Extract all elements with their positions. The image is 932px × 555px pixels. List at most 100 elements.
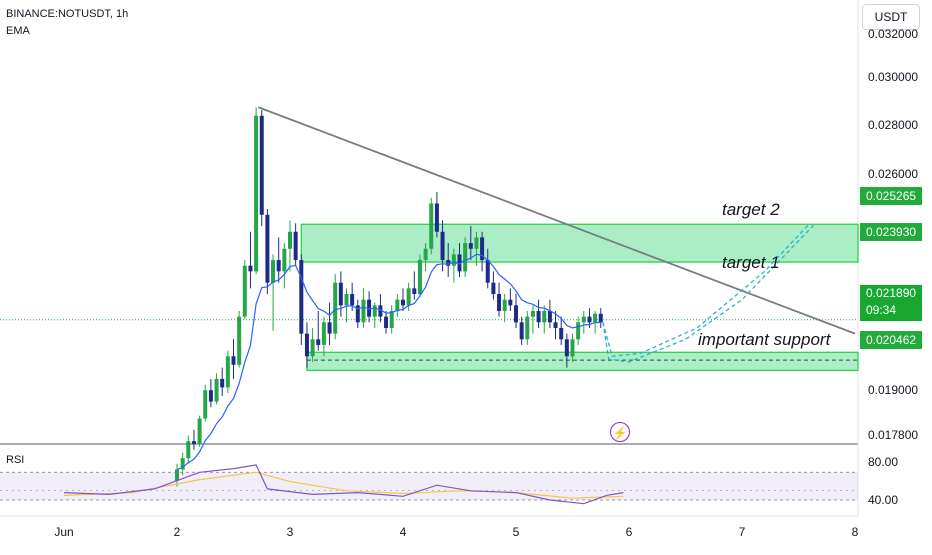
price-axis-label: 0.030000 [868, 70, 919, 84]
candle-body [321, 322, 326, 345]
candle-body [316, 339, 321, 345]
time-axis-label: 7 [738, 525, 746, 539]
lightning-icon[interactable]: ⚡ [610, 422, 630, 442]
candle-body [186, 441, 191, 459]
candle-body [327, 322, 332, 334]
candle-body [372, 305, 377, 317]
candle-body [406, 288, 411, 306]
price-axis-label: 0.026000 [868, 167, 919, 181]
ema-line [176, 253, 601, 471]
candle-body [491, 282, 496, 295]
candle-body [401, 299, 405, 306]
annotation-target-2: target 2 [722, 200, 780, 219]
candle-body [197, 418, 202, 444]
candle-body [530, 310, 535, 317]
candle-body [547, 310, 552, 323]
candle-body [288, 231, 292, 249]
rsi-label: RSI [6, 454, 25, 466]
candle-body [384, 316, 389, 328]
candle-body [203, 390, 208, 419]
candle-body [395, 299, 400, 311]
projection-path [602, 222, 816, 363]
time-axis-label: 8 [851, 525, 859, 539]
time-axis-label: 4 [399, 525, 407, 539]
candle-body [497, 294, 502, 311]
candle-body [389, 310, 394, 328]
candle-body [265, 214, 270, 283]
candle-body [310, 339, 315, 357]
candle-body [378, 305, 383, 317]
candle-body [304, 333, 309, 357]
current-price-tag: 0.021890 09:34 [860, 285, 922, 321]
candle-body [338, 282, 343, 306]
candle-body [333, 282, 338, 334]
rsi-axis-label: 80.00 [868, 455, 899, 469]
candle-body [344, 294, 349, 306]
candle-body [440, 231, 445, 261]
candle-body [559, 327, 564, 340]
time-axis-label: 5 [512, 525, 520, 539]
rsi-ma-line [63, 471, 624, 499]
candle-body [248, 265, 253, 272]
trendline [258, 106, 856, 335]
candle-body [429, 203, 434, 249]
candle-body [208, 390, 213, 402]
candle-body [570, 339, 575, 357]
candle-body [446, 260, 451, 266]
candle-body [587, 316, 592, 323]
price-axis-label: 0.017800 [868, 428, 919, 442]
price-axis-label: 0.019000 [868, 383, 919, 397]
candle-body [474, 237, 479, 249]
candle-body [299, 260, 304, 334]
candle-body [259, 115, 264, 215]
candle-body [237, 316, 242, 365]
time-axis-label: Jun [54, 525, 74, 539]
candle-body [581, 316, 586, 323]
candle-body [242, 265, 247, 317]
support-price-tag: 0.020462 [860, 331, 922, 349]
candle-body [463, 243, 468, 272]
symbol-title: BINANCE:NOTUSDT, 1h [6, 8, 129, 20]
candle-body [191, 441, 196, 444]
candle-body [271, 260, 276, 283]
candle-body [361, 299, 366, 323]
candle-body [553, 322, 558, 328]
candle-body [564, 339, 569, 357]
candle-body [180, 458, 185, 470]
annotation-target-1: target 1 [722, 253, 780, 272]
candle-body [542, 310, 547, 323]
candle-body [367, 299, 372, 317]
candle-body [593, 313, 598, 323]
candle-body [519, 322, 524, 340]
price-axis-label: 0.028000 [868, 118, 919, 132]
rsi-line [63, 464, 624, 505]
candle-body [355, 305, 360, 323]
candle-body [468, 243, 473, 249]
candle-body [254, 115, 259, 272]
candle-body [293, 231, 298, 261]
candle-body [417, 260, 422, 295]
candle-body [282, 248, 287, 272]
candle-body [525, 316, 530, 340]
candle-body [423, 248, 428, 261]
currency-selector-button[interactable]: USDT [862, 4, 920, 30]
candle-body [485, 260, 490, 283]
time-axis-label: 2 [173, 525, 181, 539]
candle-body [514, 305, 518, 323]
candle-body [576, 322, 581, 340]
bar-countdown: 09:34 [866, 303, 897, 317]
time-axis-label: 3 [286, 525, 294, 539]
candle-body [451, 254, 456, 266]
rsi-axis-label: 40.00 [868, 493, 899, 507]
indicator-label: EMA [6, 25, 30, 37]
time-axis-label: 6 [625, 525, 633, 539]
candle-body [480, 237, 485, 261]
candle-body [225, 356, 230, 388]
candle-body [350, 294, 355, 306]
candle-body [536, 310, 541, 323]
candle-body [231, 356, 236, 365]
candle-body [220, 378, 225, 388]
current-price-value: 0.021890 [866, 286, 917, 300]
